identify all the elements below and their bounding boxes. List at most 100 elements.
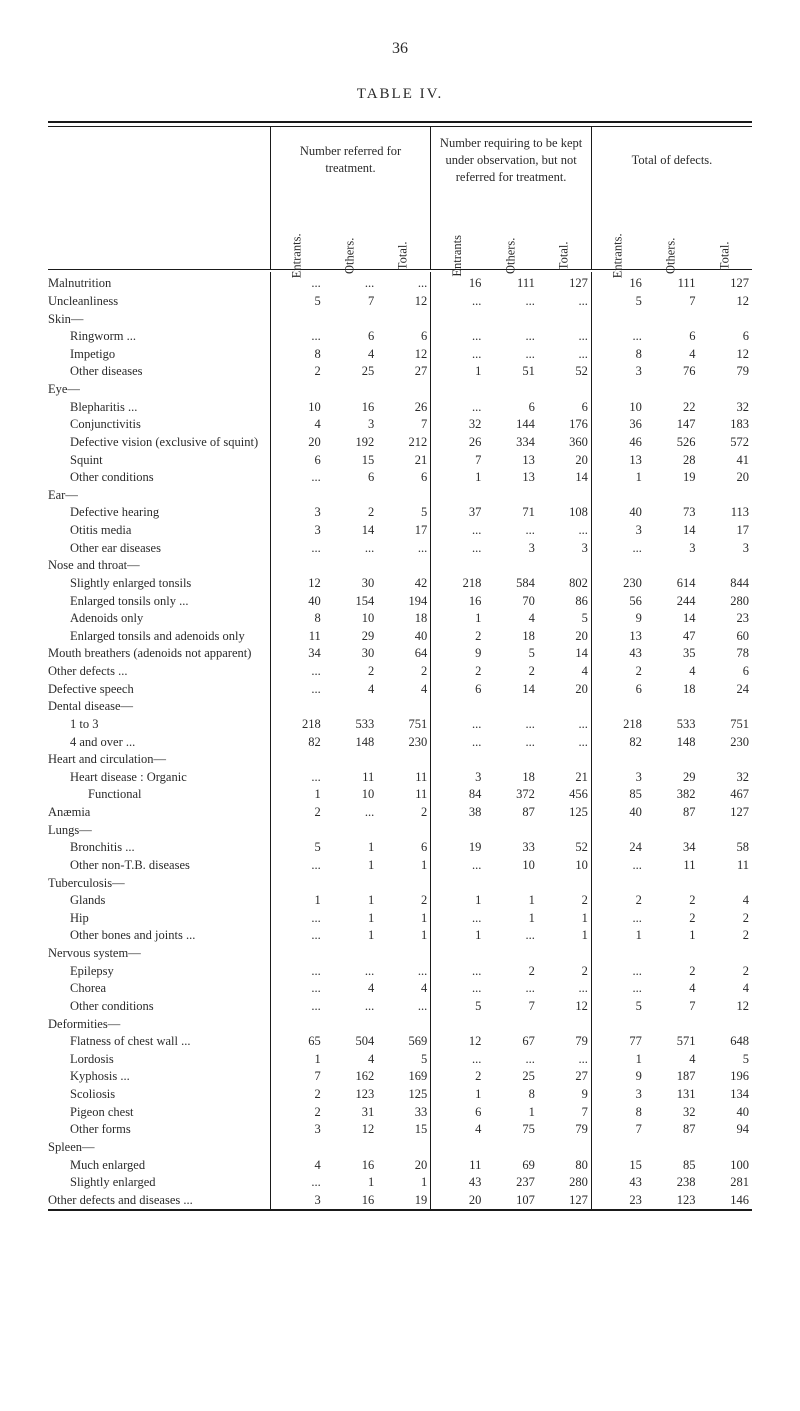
- cell: 1: [377, 927, 431, 945]
- table-row: Slightly enlarged tonsils123042218584802…: [48, 575, 752, 593]
- cell: 20: [538, 628, 592, 646]
- cell: 2: [431, 663, 485, 681]
- cell: 40: [270, 593, 324, 611]
- cell: 20: [698, 469, 752, 487]
- cell: 5: [591, 998, 645, 1016]
- group-header: Number referred for treatment.: [270, 127, 431, 200]
- cell: 34: [645, 839, 699, 857]
- row-label: Functional: [48, 786, 270, 804]
- cell: ...: [591, 857, 645, 875]
- cell: 40: [591, 504, 645, 522]
- cell: [538, 487, 592, 505]
- cell: [645, 875, 699, 893]
- row-label: Defective vision (exclusive of squint): [48, 434, 270, 452]
- cell: 1: [591, 469, 645, 487]
- cell: 5: [377, 1051, 431, 1069]
- cell: ...: [270, 980, 324, 998]
- table-row: Enlarged tonsils and adenoids only112940…: [48, 628, 752, 646]
- cell: 2: [377, 892, 431, 910]
- cell: 10: [270, 399, 324, 417]
- cell: ...: [484, 293, 538, 311]
- table-body: Malnutrition.........1611112716111127Unc…: [48, 272, 752, 1210]
- row-label: Nervous system—: [48, 945, 270, 963]
- cell: ...: [431, 346, 485, 364]
- cell: 1: [377, 1174, 431, 1192]
- cell: [484, 381, 538, 399]
- cell: 125: [377, 1086, 431, 1104]
- cell: 7: [645, 998, 699, 1016]
- cell: [591, 1016, 645, 1034]
- cell: 33: [377, 1104, 431, 1122]
- cell: ...: [591, 328, 645, 346]
- cell: ...: [431, 293, 485, 311]
- col-header: Others.: [503, 237, 519, 273]
- cell: 146: [698, 1192, 752, 1211]
- cell: 12: [698, 293, 752, 311]
- cell: 29: [324, 628, 378, 646]
- cell: 4: [645, 663, 699, 681]
- cell: 11: [377, 786, 431, 804]
- cell: 467: [698, 786, 752, 804]
- cell: 3: [270, 504, 324, 522]
- cell: 1: [431, 363, 485, 381]
- cell: 4: [484, 610, 538, 628]
- cell: 84: [431, 786, 485, 804]
- cell: ...: [270, 857, 324, 875]
- cell: ...: [324, 804, 378, 822]
- cell: ...: [431, 540, 485, 558]
- cell: ...: [538, 293, 592, 311]
- cell: 7: [377, 416, 431, 434]
- cell: 58: [698, 839, 752, 857]
- cell: 2: [645, 892, 699, 910]
- cell: 22: [645, 399, 699, 417]
- cell: 13: [591, 628, 645, 646]
- cell: [591, 487, 645, 505]
- cell: 7: [645, 293, 699, 311]
- cell: [645, 945, 699, 963]
- cell: 4: [270, 1157, 324, 1175]
- cell: 3: [270, 522, 324, 540]
- cell: ...: [431, 734, 485, 752]
- cell: 37: [431, 504, 485, 522]
- row-label: 1 to 3: [48, 716, 270, 734]
- cell: 5: [698, 1051, 752, 1069]
- cell: 5: [270, 839, 324, 857]
- cell: 52: [538, 839, 592, 857]
- cell: 8: [591, 346, 645, 364]
- cell: 614: [645, 575, 699, 593]
- cell: 15: [377, 1121, 431, 1139]
- cell: ...: [538, 1051, 592, 1069]
- table-row: Much enlarged416201169801585100: [48, 1157, 752, 1175]
- cell: 16: [324, 1192, 378, 1211]
- cell: [645, 381, 699, 399]
- cell: ...: [270, 910, 324, 928]
- cell: [324, 1016, 378, 1034]
- table-row: Lordosis145.........145: [48, 1051, 752, 1069]
- cell: 46: [591, 434, 645, 452]
- cell: 27: [538, 1068, 592, 1086]
- table-row: Lungs—: [48, 822, 752, 840]
- cell: 10: [538, 857, 592, 875]
- cell: 6: [645, 328, 699, 346]
- cell: [377, 945, 431, 963]
- cell: 648: [698, 1033, 752, 1051]
- cell: ...: [484, 1051, 538, 1069]
- cell: [698, 557, 752, 575]
- cell: ...: [324, 963, 378, 981]
- cell: 218: [431, 575, 485, 593]
- cell: [431, 698, 485, 716]
- table-row: Tuberculosis—: [48, 875, 752, 893]
- cell: 3: [484, 540, 538, 558]
- cell: 51: [484, 363, 538, 381]
- cell: 25: [324, 363, 378, 381]
- cell: 3: [591, 522, 645, 540]
- cell: 162: [324, 1068, 378, 1086]
- cell: 9: [591, 1068, 645, 1086]
- cell: 533: [645, 716, 699, 734]
- cell: [324, 822, 378, 840]
- cell: 11: [431, 1157, 485, 1175]
- cell: 10: [591, 399, 645, 417]
- cell: 25: [484, 1068, 538, 1086]
- cell: 2: [324, 663, 378, 681]
- row-label: Heart and circulation—: [48, 751, 270, 769]
